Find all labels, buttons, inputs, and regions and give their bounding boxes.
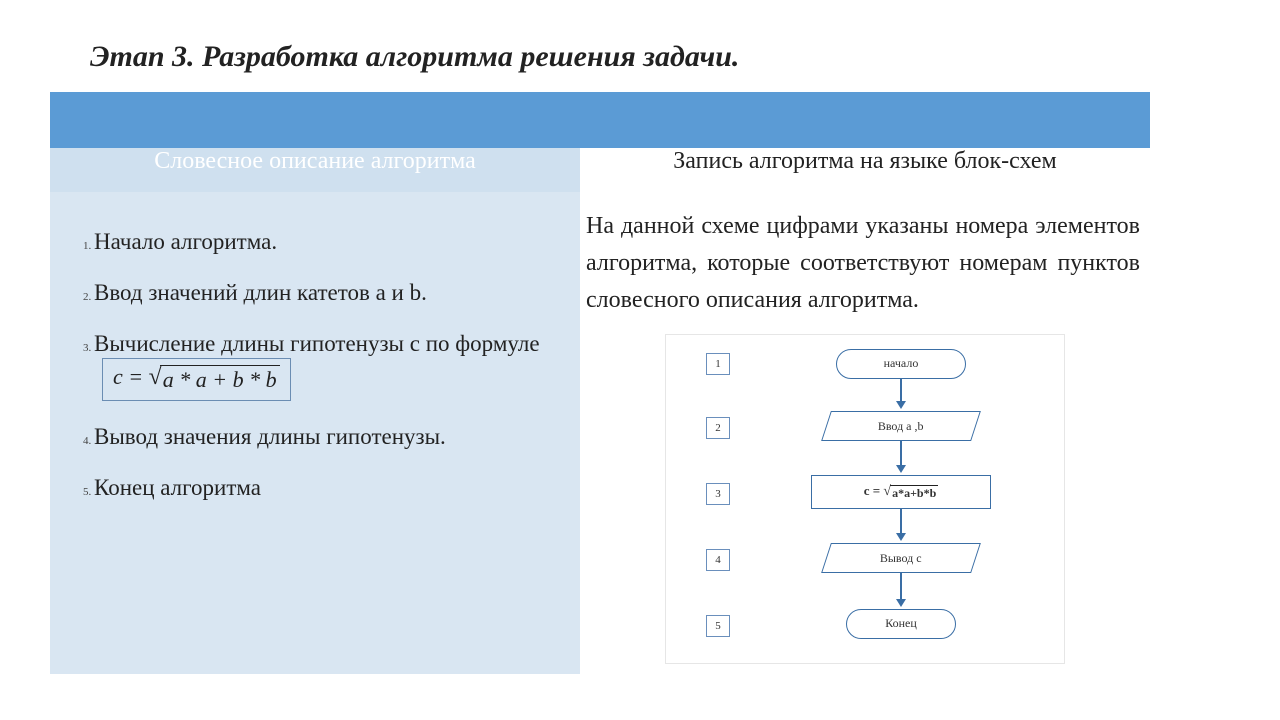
flow-arrow-line — [900, 441, 902, 467]
flow-node-start: начало — [836, 349, 966, 379]
verbal-description-cell: Начало алгоритма. Ввод значений длин кат… — [50, 192, 580, 674]
step-item: Начало алгоритма. — [94, 228, 566, 257]
step-item: Вывод значения длины гипотенузы. — [94, 423, 566, 452]
flow-node-end: Конец — [846, 609, 956, 639]
step-item: Вычисление длины гипотенузы с по формуле… — [94, 330, 566, 401]
flow-arrow-line — [900, 573, 902, 601]
column-title-right: Запись алгоритма на языке блок-схем — [580, 148, 1150, 192]
formula-lhs: c = — [113, 364, 143, 389]
flowchart-wrap: 1 2 3 4 5 начало Ввод a ,b c = √a*a+b*b Вывод c К… — [665, 334, 1065, 664]
step-item: Ввод значений длин катетов a и b. — [94, 279, 566, 308]
flowchart-cell: На данной схеме цифрами указаны номера э… — [580, 192, 1150, 674]
flow-arrow-line — [900, 509, 902, 535]
slide-title: Этап 3. Разработка алгоритма решения зад… — [90, 40, 1250, 74]
content-table: Словесное описание алгоритма Запись алго… — [50, 92, 1150, 674]
step-text: Конец алгоритма — [94, 475, 261, 500]
flow-number-box: 5 — [706, 615, 730, 637]
step-text: Вычисление длины гипотенузы с по формуле — [94, 331, 540, 356]
step-text: Ввод значений длин катетов a и b. — [94, 280, 427, 305]
flow-node-proc: c = √a*a+b*b — [811, 475, 991, 509]
flow-number-box: 4 — [706, 549, 730, 571]
slide: Этап 3. Разработка алгоритма решения зад… — [0, 0, 1280, 720]
formula-radicand: a * a + b * b — [160, 365, 280, 394]
flow-number-box: 1 — [706, 353, 730, 375]
step-text: Вывод значения длины гипотенузы. — [94, 424, 446, 449]
column-title-left: Словесное описание алгоритма — [50, 148, 580, 192]
flow-number-box: 3 — [706, 483, 730, 505]
flow-arrow-line — [900, 379, 902, 403]
header-cell-right — [580, 92, 1150, 148]
header-row — [50, 92, 1150, 148]
flow-arrow-head-icon — [896, 465, 906, 473]
subheader-row: Словесное описание алгоритма Запись алго… — [50, 148, 1150, 192]
step-text: Начало алгоритма. — [94, 229, 277, 254]
flowchart-canvas: 1 2 3 4 5 начало Ввод a ,b c = √a*a+b*b Вывод c К… — [665, 334, 1065, 664]
flowchart-caption: На данной схеме цифрами указаны номера э… — [584, 198, 1146, 328]
header-cell-left — [50, 92, 580, 148]
step-item: Конец алгоритма — [94, 474, 566, 503]
formula-box: c = √ a * a + b * b — [102, 358, 291, 401]
flow-node-output: Вывод c — [821, 543, 981, 573]
sqrt-icon: √ a * a + b * b — [149, 365, 280, 394]
body-row: Начало алгоритма. Ввод значений длин кат… — [50, 192, 1150, 674]
flow-arrow-head-icon — [896, 599, 906, 607]
steps-list: Начало алгоритма. Ввод значений длин кат… — [64, 228, 566, 502]
flow-node-input: Ввод a ,b — [821, 411, 981, 441]
flow-arrow-head-icon — [896, 533, 906, 541]
flow-number-box: 2 — [706, 417, 730, 439]
flow-arrow-head-icon — [896, 401, 906, 409]
